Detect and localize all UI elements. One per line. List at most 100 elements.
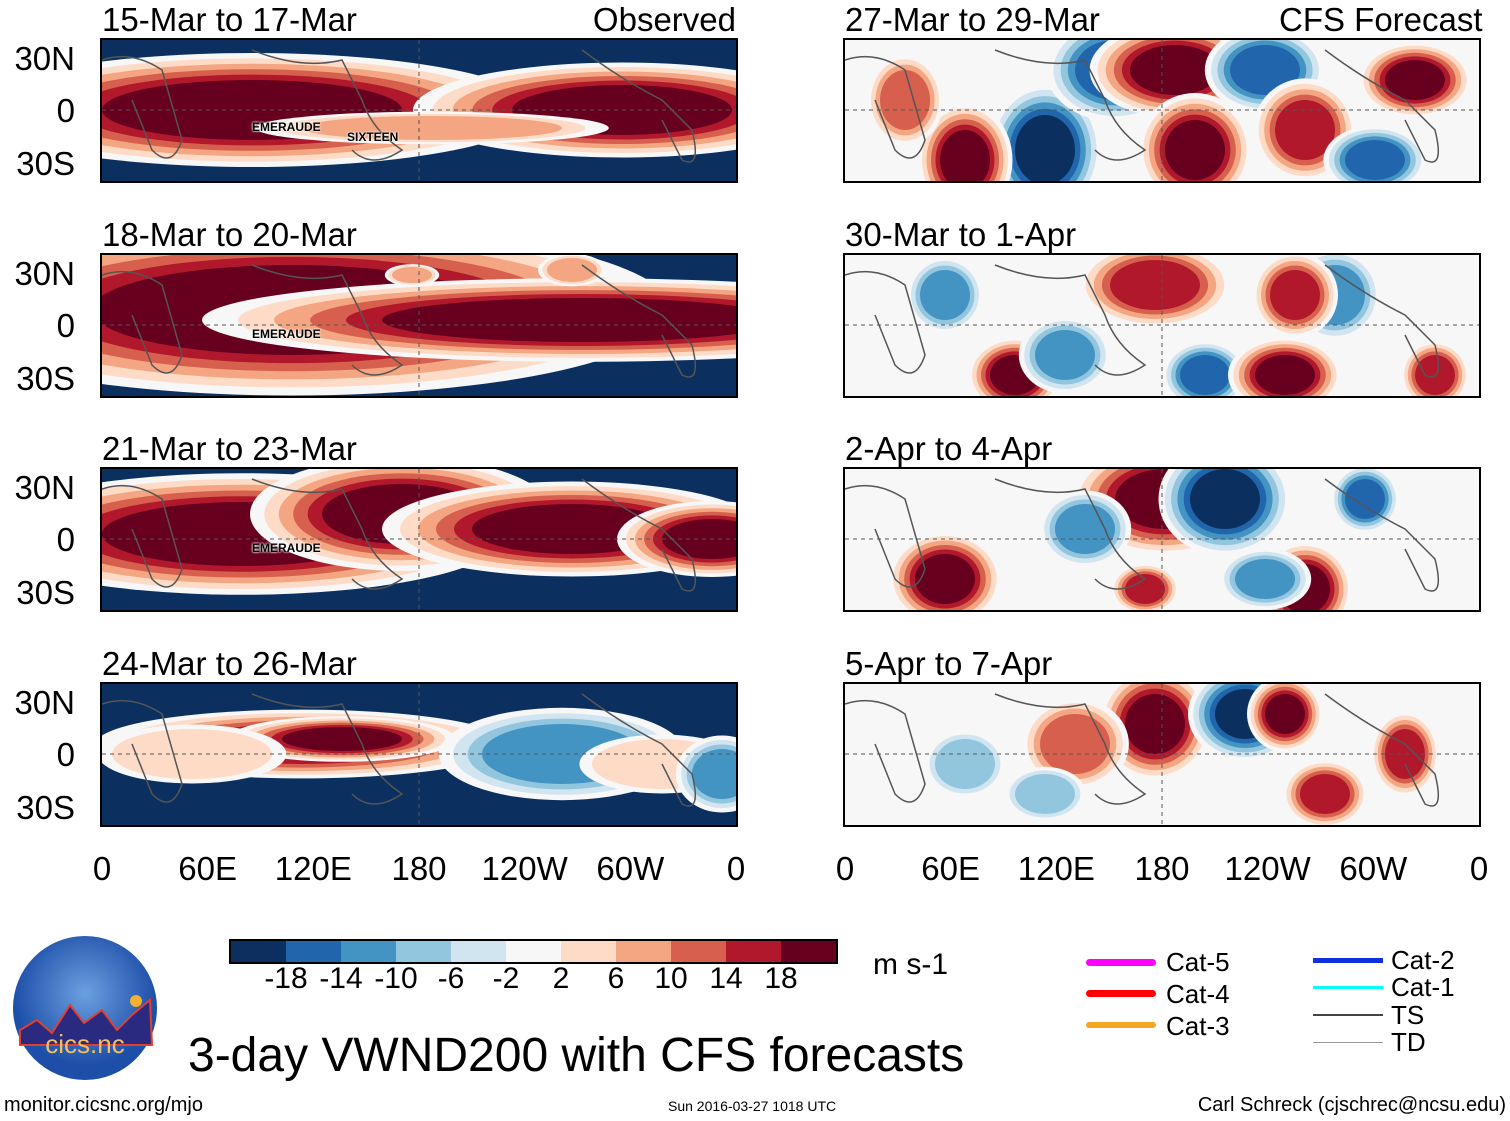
wind-contour: [392, 267, 432, 283]
wind-contour: [880, 70, 930, 130]
lat-label: 30S: [16, 789, 75, 826]
wind-contour: [692, 749, 736, 799]
coastlines: [102, 49, 697, 163]
forecast-map-panel: [843, 38, 1481, 183]
colorbar-tick-label: -14: [319, 962, 363, 995]
colorbar-tick-label: -2: [492, 962, 520, 995]
wind-contour: [1385, 60, 1445, 100]
wind-contour: [662, 519, 736, 559]
colorbar-swatch: [506, 941, 561, 962]
wind-contour: [1230, 45, 1300, 95]
lon-label: 0: [726, 850, 746, 887]
lon-label: 60E: [178, 850, 238, 887]
wind-contour: [1235, 559, 1295, 599]
cat5-line: [1086, 959, 1156, 966]
cat4-label: Cat-4: [1166, 979, 1230, 1009]
colorbar-tick-label: 6: [607, 962, 625, 995]
colorbar-swatch: [396, 941, 451, 962]
lat-label: 0: [56, 307, 75, 344]
lon-label: 120W: [481, 850, 568, 887]
wind-contour: [920, 270, 970, 320]
lon-label: 120E: [1017, 850, 1095, 887]
observed-map-panel: [100, 467, 738, 612]
forecast-map-panel: [843, 467, 1481, 612]
cat2-label: Cat-2: [1391, 945, 1455, 975]
coastlines: [102, 264, 697, 378]
cat1-line: [1313, 986, 1383, 989]
forecast-map-panel: [843, 682, 1481, 827]
panel-title: 30-Mar to 1-Apr: [845, 216, 1077, 253]
colorbar-swatch: [561, 941, 616, 962]
lon-label: 0: [1469, 850, 1489, 887]
wind-contour: [302, 116, 562, 140]
lon-label: 0: [835, 850, 855, 887]
wind-contour: [547, 258, 597, 282]
wind-contour: [1190, 469, 1260, 529]
cicsnc-logo: cics.nc: [13, 936, 157, 1080]
cat2-line: [1313, 958, 1383, 963]
panel-title: 27-Mar to 29-Mar: [845, 1, 1100, 38]
lon-label: 60E: [921, 850, 981, 887]
lon-label: 120E: [274, 850, 352, 887]
observed-map-panel: [100, 682, 738, 827]
cat3-line: [1086, 1022, 1156, 1028]
lon-label: 0: [92, 850, 112, 887]
wind-contour: [1265, 694, 1305, 734]
coastlines: [845, 693, 1440, 807]
lat-label: 30S: [16, 360, 75, 397]
panel-tag: CFS Forecast: [1279, 1, 1483, 38]
wind-contour: [1345, 140, 1405, 180]
lat-label: 0: [56, 736, 75, 773]
observed-map-panel: [100, 253, 738, 398]
cat5-label: Cat-5: [1166, 947, 1230, 977]
colorbar-tick-label: 2: [552, 962, 570, 995]
lat-label: 30S: [16, 574, 75, 611]
wind-contour: [1055, 504, 1115, 554]
footer-author: Carl Schreck (cjschrec@ncsu.edu): [1197, 1094, 1506, 1116]
lon-label: 60W: [1339, 850, 1408, 887]
coastlines: [845, 264, 1440, 378]
wind-contour: [1275, 100, 1335, 160]
wind-contour: [382, 298, 736, 342]
wind-contour: [1270, 270, 1320, 320]
lat-label: 0: [56, 521, 75, 558]
cat4-line: [1086, 990, 1156, 997]
colorbar-tick-label: 18: [764, 962, 798, 995]
wind-contour: [1125, 574, 1165, 604]
panel-title: 5-Apr to 7-Apr: [845, 645, 1053, 682]
td-line: [1313, 1042, 1383, 1043]
colorbar-tick-label: -10: [374, 962, 418, 995]
wind-contour: [1035, 330, 1095, 380]
storm-label: EMERAUDE: [252, 120, 321, 134]
cat1-label: Cat-1: [1391, 972, 1455, 1002]
footer-url: monitor.cicsnc.org/mjo: [4, 1094, 203, 1116]
wind-contour: [1130, 45, 1220, 95]
panel-title: 18-Mar to 20-Mar: [102, 216, 357, 253]
logo-text: cics.nc: [45, 1029, 124, 1059]
panel-title: 15-Mar to 17-Mar: [102, 1, 357, 38]
coastlines: [102, 478, 697, 592]
units-label: m s-1: [873, 948, 948, 981]
panel-title: 2-Apr to 4-Apr: [845, 430, 1053, 467]
storm-label: EMERAUDE: [252, 541, 321, 555]
footer-timestamp: Sun 2016-03-27 1018 UTC: [668, 1098, 837, 1114]
storm-label: EMERAUDE: [252, 327, 321, 341]
wind-contour: [282, 727, 402, 751]
figure-title: 3-day VWND200 with CFS forecasts: [188, 1029, 965, 1082]
ts-line: [1313, 1014, 1383, 1016]
cat3-label: Cat-3: [1166, 1011, 1230, 1041]
lat-label: 0: [56, 92, 75, 129]
colorbar-swatch: [341, 941, 396, 962]
lon-label: 120W: [1224, 850, 1311, 887]
observed-map-panel: [100, 38, 738, 183]
wind-contour: [1165, 120, 1225, 180]
colorbar-swatch: [726, 941, 781, 962]
forecast-map-panel: [843, 253, 1481, 398]
lon-label: 180: [391, 850, 447, 887]
wind-contour: [1300, 774, 1350, 814]
panel-tag: Observed: [592, 1, 736, 38]
wind-contour: [1125, 694, 1185, 754]
wind-contour: [935, 739, 995, 789]
panel-title: 21-Mar to 23-Mar: [102, 430, 357, 467]
lat-label: 30N: [14, 40, 75, 77]
